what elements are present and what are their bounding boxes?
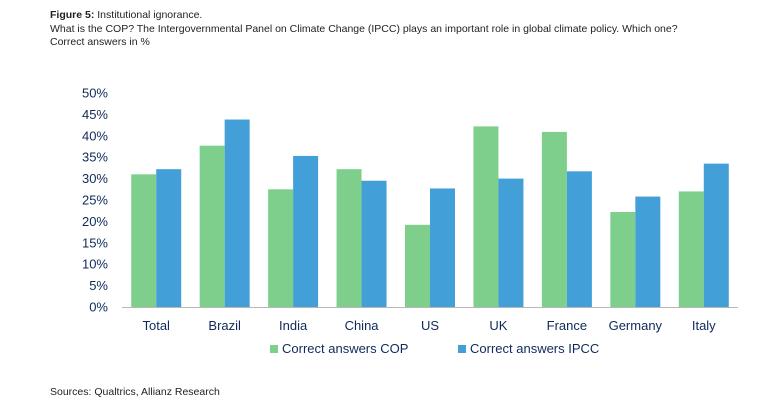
- y-tick-label: 10%: [82, 257, 108, 272]
- x-category-label: UK: [489, 318, 507, 333]
- legend-swatch-ipcc: [458, 345, 466, 353]
- y-tick-label: 15%: [82, 235, 108, 250]
- bar-cop: [473, 126, 499, 307]
- x-category-label: India: [279, 318, 308, 333]
- y-tick-label: 50%: [82, 86, 108, 101]
- bar-ipcc: [361, 180, 387, 307]
- bar-ipcc: [156, 169, 182, 307]
- legend-label-cop: Correct answers COP: [282, 341, 408, 356]
- x-category-label: US: [421, 318, 439, 333]
- bar-cop: [405, 224, 430, 307]
- y-tick-label: 45%: [82, 107, 108, 122]
- y-tick-label: 0%: [89, 300, 108, 315]
- source-note: Sources: Qualtrics, Allianz Research: [50, 386, 220, 398]
- legend-label-ipcc: Correct answers IPCC: [470, 341, 599, 356]
- y-tick-label: 40%: [82, 128, 108, 143]
- bar-ipcc: [635, 196, 661, 307]
- figure-title: Institutional ignorance.: [97, 9, 203, 21]
- bar-cop: [336, 169, 362, 307]
- x-category-label: China: [345, 318, 380, 333]
- y-tick-label: 25%: [82, 193, 108, 208]
- y-tick-label: 5%: [89, 278, 108, 293]
- bar-ipcc: [703, 163, 729, 307]
- bar-cop: [678, 191, 704, 307]
- bar-cop: [131, 174, 157, 307]
- x-category-label: Italy: [692, 318, 716, 333]
- bar-ipcc: [430, 188, 455, 307]
- y-tick-label: 35%: [82, 150, 108, 165]
- chart-header: Figure 5: Institutional ignorance. What …: [50, 9, 750, 50]
- figure-question: What is the COP? The Intergovernmental P…: [50, 22, 678, 35]
- figure-unit-note: Correct answers in %: [50, 36, 150, 48]
- bar-cop: [541, 131, 567, 307]
- bar-ipcc: [293, 155, 319, 307]
- y-tick-label: 30%: [82, 171, 108, 186]
- figure-label: Figure 5:: [50, 9, 95, 21]
- legend-swatch-cop: [270, 345, 278, 353]
- x-category-label: Germany: [609, 318, 663, 333]
- bar-ipcc: [566, 171, 592, 307]
- bar-cop: [610, 211, 636, 307]
- x-category-label: Brazil: [208, 318, 241, 333]
- bar-cop: [268, 189, 294, 307]
- bar-ipcc: [498, 178, 524, 307]
- bar-cop: [199, 145, 225, 307]
- y-tick-label: 20%: [82, 214, 108, 229]
- figure-title-line: Figure 5: Institutional ignorance.: [50, 9, 750, 23]
- x-category-label: France: [547, 318, 587, 333]
- x-category-label: Total: [142, 318, 170, 333]
- bar-ipcc: [224, 119, 250, 307]
